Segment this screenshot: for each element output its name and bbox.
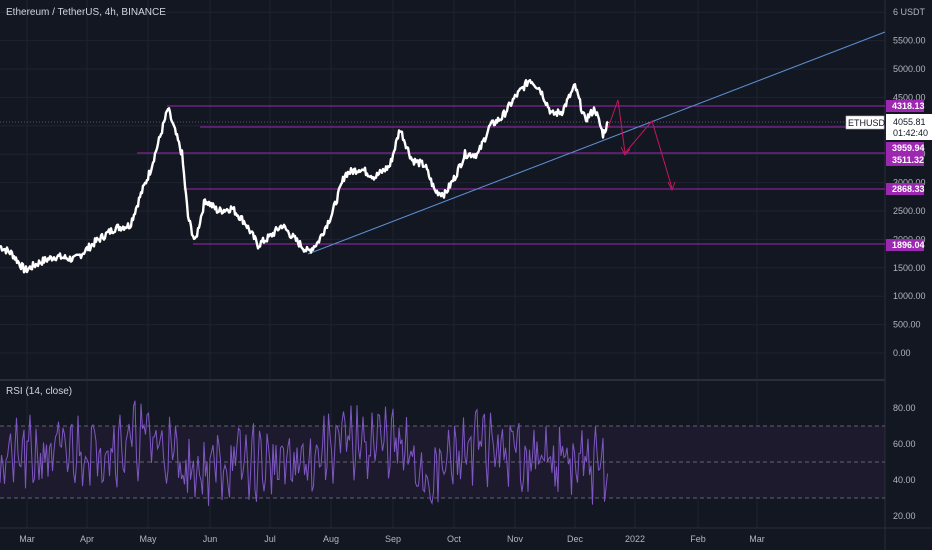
- rsi-series-line: [0, 400, 608, 506]
- price-tick-label: 4500.00: [893, 92, 926, 102]
- level-label-box: [886, 154, 924, 166]
- countdown-value: 01:42:40: [893, 128, 928, 138]
- last-price-box: [886, 114, 932, 140]
- price-tick-label: 3000.00: [893, 178, 926, 188]
- time-tick-label: Dec: [567, 534, 584, 544]
- price-tick-label: 2500.00: [893, 206, 926, 216]
- level-label-box: [886, 239, 924, 251]
- projection-arrowhead: [667, 181, 676, 192]
- rsi-title: RSI (14, close): [6, 386, 73, 397]
- rsi-tick-label: 20.00: [893, 511, 916, 521]
- rsi-tick-label: 40.00: [893, 475, 916, 485]
- level-label-box: [886, 142, 924, 154]
- price-series-line: [0, 79, 609, 274]
- rsi-tick-label: 80.00: [893, 403, 916, 413]
- time-tick-label: Jun: [203, 534, 218, 544]
- rsi-band-lines: [0, 425, 885, 499]
- time-tick-label: Mar: [749, 534, 765, 544]
- level-label-text: 4318.13: [892, 101, 925, 111]
- time-tick-label: Apr: [80, 534, 94, 544]
- symbol-badge-label: ETHUSDT: [848, 118, 891, 128]
- level-label-text: 2868.33: [892, 184, 925, 194]
- rsi-axis-ticks: 80.00 60.00 40.00 20.00: [893, 403, 916, 521]
- price-tick-label: 500.00: [893, 320, 921, 330]
- level-label-box: [886, 183, 924, 195]
- price-tick-label: 5500.00: [893, 36, 926, 46]
- projection-arrowhead: [620, 146, 631, 156]
- last-price-value: 4055.81: [893, 117, 926, 127]
- level-label-text: 1896.04: [892, 240, 925, 250]
- time-tick-label: Jul: [264, 534, 276, 544]
- projection-arrows: [607, 99, 676, 192]
- level-labels: 4318.13 3959.94 3511.32 2868.33 1896.04: [886, 100, 925, 251]
- rsi-tick-label: 60.00: [893, 439, 916, 449]
- time-tick-label: May: [139, 534, 157, 544]
- level-lines: [137, 105, 885, 245]
- symbol-badge-box: [845, 115, 885, 130]
- time-tick-label: Nov: [507, 534, 524, 544]
- level-label-text: 3511.32: [892, 155, 924, 165]
- time-tick-label: Sep: [385, 534, 401, 544]
- time-axis-ticks: Mar Apr May Jun Jul Aug Sep Oct Nov Dec 2022 Feb Mar: [19, 534, 765, 544]
- time-tick-label: Oct: [447, 534, 462, 544]
- chart-title: Ethereum / TetherUS, 4h, BINANCE: [6, 7, 166, 18]
- price-tick-label: 0.00: [893, 348, 911, 358]
- price-badge: ETHUSDT 4055.81 01:42:40: [845, 114, 932, 140]
- trend-line[interactable]: [307, 31, 886, 255]
- price-tick-label: 1000.00: [893, 291, 926, 301]
- price-tick-label: 5000.00: [893, 64, 926, 74]
- projection-path: [607, 99, 673, 189]
- time-tick-label: Mar: [19, 534, 35, 544]
- time-tick-label: Feb: [690, 534, 706, 544]
- price-tick-label: 6 USDT: [893, 7, 926, 17]
- time-tick-label: 2022: [625, 534, 645, 544]
- time-tick-label: Aug: [323, 534, 339, 544]
- price-tick-label: 1500.00: [893, 263, 926, 273]
- level-label-text: 3959.94: [892, 143, 925, 153]
- level-label-box: [886, 100, 924, 112]
